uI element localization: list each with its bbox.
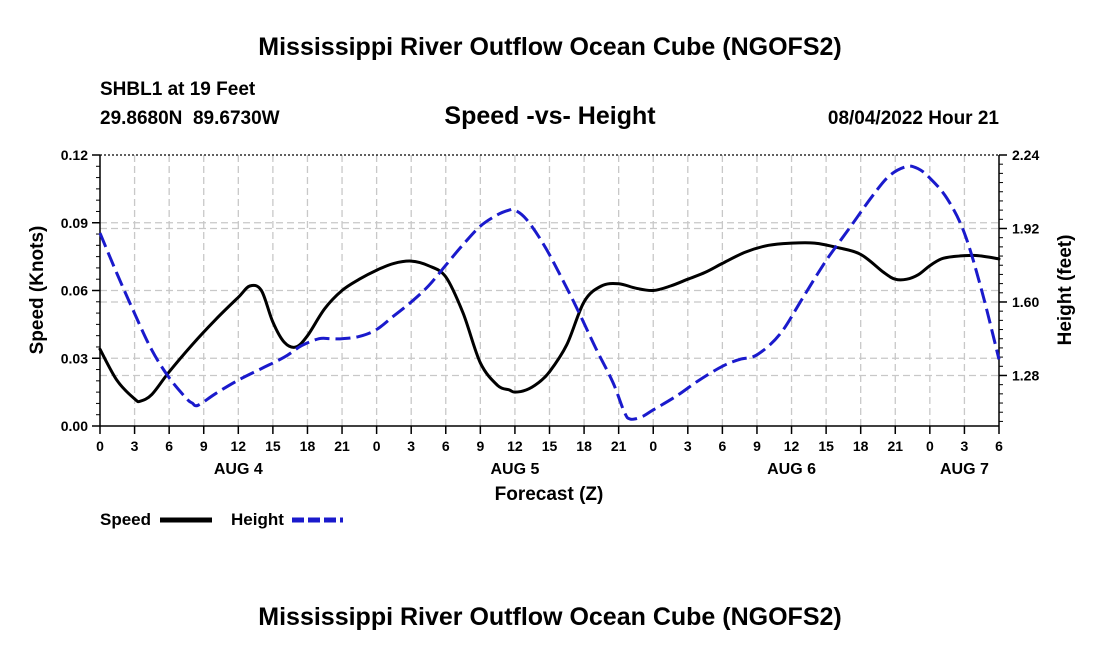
y-tick-label: 0.03 (61, 350, 88, 366)
y2-tick-label: 1.28 (1012, 367, 1039, 383)
y-tick-label: 0.06 (61, 283, 88, 299)
grid (100, 155, 999, 426)
x-tick-label: 15 (265, 438, 281, 454)
x-tick-label: 21 (887, 438, 903, 454)
chart-title: Mississippi River Outflow Ocean Cube (NG… (258, 33, 841, 61)
y-tick-label: 0.12 (61, 147, 88, 163)
day-label: AUG 6 (767, 461, 816, 478)
x-tick-label: 9 (753, 438, 761, 454)
x-tick-label: 6 (442, 438, 450, 454)
x-tick-label: 0 (926, 438, 934, 454)
x-tick-label: 6 (995, 438, 1003, 454)
x-tick-label: 9 (200, 438, 208, 454)
station-label: SHBL1 at 19 Feet (100, 79, 256, 100)
x-tick-label: 6 (718, 438, 726, 454)
x-tick-label: 21 (334, 438, 350, 454)
y-tick-label: 0.09 (61, 215, 88, 231)
day-label: AUG 5 (490, 461, 539, 478)
day-label: AUG 7 (940, 461, 989, 478)
x-axis-label: Forecast (Z) (495, 484, 604, 505)
x-tick-label: 12 (231, 438, 247, 454)
x-tick-label: 12 (507, 438, 523, 454)
y-axis-label: Speed (Knots) (27, 226, 48, 355)
x-tick-label: 0 (373, 438, 381, 454)
x-tick-label: 6 (165, 438, 173, 454)
series-line-height (98, 164, 1001, 421)
y2-axis-label: Height (feet) (1055, 235, 1076, 346)
y2-tick-label: 1.60 (1012, 294, 1039, 310)
x-tick-label: 12 (784, 438, 800, 454)
series-line-speed (98, 241, 1001, 404)
day-label: AUG 4 (214, 461, 263, 478)
x-tick-label: 3 (131, 438, 139, 454)
series-layer (98, 164, 1001, 421)
legend-label-speed: Speed (100, 510, 151, 529)
x-tick-label: 3 (684, 438, 692, 454)
x-tick-label: 3 (407, 438, 415, 454)
y-tick-label: 0.00 (61, 418, 88, 434)
x-tick-label: 3 (961, 438, 969, 454)
x-tick-label: 21 (611, 438, 627, 454)
chart-subtitle: Speed -vs- Height (444, 102, 656, 130)
legend-label-height: Height (231, 510, 284, 529)
legend: Speed Height (100, 510, 343, 529)
x-tick-label: 15 (818, 438, 834, 454)
footer-title: Mississippi River Outflow Ocean Cube (NG… (258, 603, 841, 631)
x-tick-label: 0 (96, 438, 104, 454)
axes: 0.00 0.03 0.06 0.09 0.12 1.28 1.60 1.92 2.24 0 3 6 9… (61, 147, 1040, 478)
coordinates-label: 29.8680N 89.6730W (100, 108, 280, 129)
y2-tick-label: 2.24 (1012, 147, 1039, 163)
x-tick-label: 9 (476, 438, 484, 454)
x-tick-label: 18 (576, 438, 592, 454)
x-tick-label: 18 (300, 438, 316, 454)
x-tick-label: 0 (649, 438, 657, 454)
y2-tick-label: 1.92 (1012, 220, 1039, 236)
forecast-datetime: 08/04/2022 Hour 21 (828, 108, 1000, 129)
x-tick-label: 15 (542, 438, 558, 454)
x-tick-label: 18 (853, 438, 869, 454)
